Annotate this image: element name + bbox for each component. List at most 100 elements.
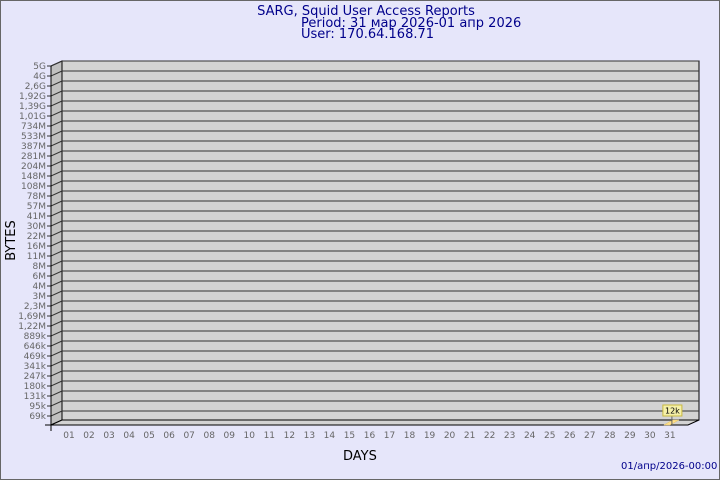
- x-tick-label: 13: [304, 431, 315, 441]
- x-tick-label: 07: [183, 431, 194, 441]
- gridline: [47, 180, 699, 187]
- gridline: [47, 170, 699, 177]
- gridline: [47, 370, 699, 377]
- x-tick-label: 30: [644, 431, 656, 441]
- y-tick-label: 8M: [33, 262, 47, 272]
- x-tick-label: 16: [364, 431, 376, 441]
- gridline: [47, 290, 699, 297]
- gridline: [47, 230, 699, 237]
- x-tick-label: 09: [224, 431, 236, 441]
- gridline: [47, 320, 699, 327]
- gridline: [47, 390, 699, 397]
- y-tick-label: 4G: [33, 72, 46, 82]
- chart-title: SARG, Squid User Access Reports: [257, 4, 475, 19]
- x-tick-label: 04: [123, 431, 135, 441]
- x-tick-label: 31: [664, 431, 675, 441]
- gridline: [47, 410, 699, 417]
- x-tick-label: 20: [444, 431, 456, 441]
- gridline: [47, 200, 699, 207]
- y-tick-label: 148M: [21, 172, 46, 182]
- x-tick-label: 14: [324, 431, 336, 441]
- gridline: [47, 350, 699, 357]
- x-tick-label: 01: [63, 431, 74, 441]
- gridline: [47, 380, 699, 387]
- y-tick-label: 22M: [27, 232, 46, 242]
- gridline: [47, 70, 699, 77]
- gridline: [47, 130, 699, 137]
- y-tick-label: 1,39G: [19, 102, 46, 112]
- gridline: [47, 90, 699, 97]
- y-tick-label: 41M: [27, 212, 46, 222]
- x-tick-label: 25: [544, 431, 555, 441]
- y-tick-label: 1,69M: [18, 312, 46, 322]
- y-tick-label: 95k: [29, 402, 46, 412]
- gridline: [47, 260, 699, 267]
- y-tick-label: 533M: [21, 132, 46, 142]
- y-tick-label: 5G: [33, 62, 46, 72]
- gridline: [47, 140, 699, 147]
- y-tick-label: 1,92G: [19, 92, 46, 102]
- gridline: [47, 150, 699, 157]
- x-tick-label: 19: [424, 431, 436, 441]
- gridline: [47, 300, 699, 307]
- gridline: [47, 240, 699, 247]
- y-tick-label: 341k: [24, 362, 47, 372]
- gridline: [47, 250, 699, 257]
- y-tick-label: 180k: [24, 382, 47, 392]
- gridline: [47, 190, 699, 197]
- x-tick-label: 18: [404, 431, 416, 441]
- x-tick-label: 02: [83, 431, 94, 441]
- y-tick-label: 734M: [21, 122, 46, 132]
- gridline: [47, 340, 699, 347]
- gridline: [47, 330, 699, 337]
- gridline: [47, 160, 699, 167]
- data-label: 12k: [665, 407, 680, 416]
- gridline: [47, 360, 699, 367]
- y-tick-label: 387M: [21, 142, 46, 152]
- gridline: [47, 400, 699, 407]
- y-tick-label: 16M: [27, 242, 46, 252]
- y-tick-label: 469k: [24, 352, 47, 362]
- y-tick-label: 57M: [27, 202, 46, 212]
- y-tick-label: 2,3M: [24, 302, 46, 312]
- x-axis-label: DAYS: [343, 449, 377, 464]
- y-tick-label: 6M: [33, 272, 47, 282]
- gridline: [47, 310, 699, 317]
- y-tick-label: 131k: [24, 392, 47, 402]
- x-tick-label: 08: [203, 431, 215, 441]
- y-tick-label: 2,6G: [25, 82, 46, 92]
- report-timestamp: 01/апр/2026-00:00: [621, 461, 718, 472]
- floor: [50, 419, 700, 426]
- y-tick-label: 108M: [21, 182, 46, 192]
- x-tick-label: 06: [163, 431, 175, 441]
- y-tick-label: 889k: [24, 332, 47, 342]
- x-tick-label: 28: [604, 431, 616, 441]
- y-tick-label: 11M: [27, 252, 46, 262]
- x-tick-label: 26: [564, 431, 576, 441]
- x-tick-label: 11: [264, 431, 275, 441]
- x-tick-label: 15: [344, 431, 355, 441]
- x-tick-label: 05: [143, 431, 154, 441]
- gridline: [47, 80, 699, 87]
- y-tick-label: 4M: [33, 282, 47, 292]
- y-tick-label: 204M: [21, 162, 46, 172]
- gridline: [47, 210, 699, 217]
- x-tick-label: 10: [244, 431, 256, 441]
- y-tick-label: 281M: [21, 152, 46, 162]
- y-tick-label: 247k: [24, 372, 47, 382]
- y-tick-label: 69k: [29, 412, 46, 422]
- x-tick-label: 17: [384, 431, 395, 441]
- gridline: [47, 110, 699, 117]
- gridline: [47, 280, 699, 287]
- gridline: [47, 220, 699, 227]
- gridline: [47, 60, 699, 67]
- y-tick-label: 1,01G: [19, 112, 46, 122]
- gridline: [47, 100, 699, 107]
- x-tick-label: 29: [624, 431, 636, 441]
- y-tick-label: 3M: [33, 292, 47, 302]
- y-tick-label: 78M: [27, 192, 46, 202]
- y-axis-label: BYTES: [3, 220, 19, 261]
- x-tick-label: 21: [464, 431, 475, 441]
